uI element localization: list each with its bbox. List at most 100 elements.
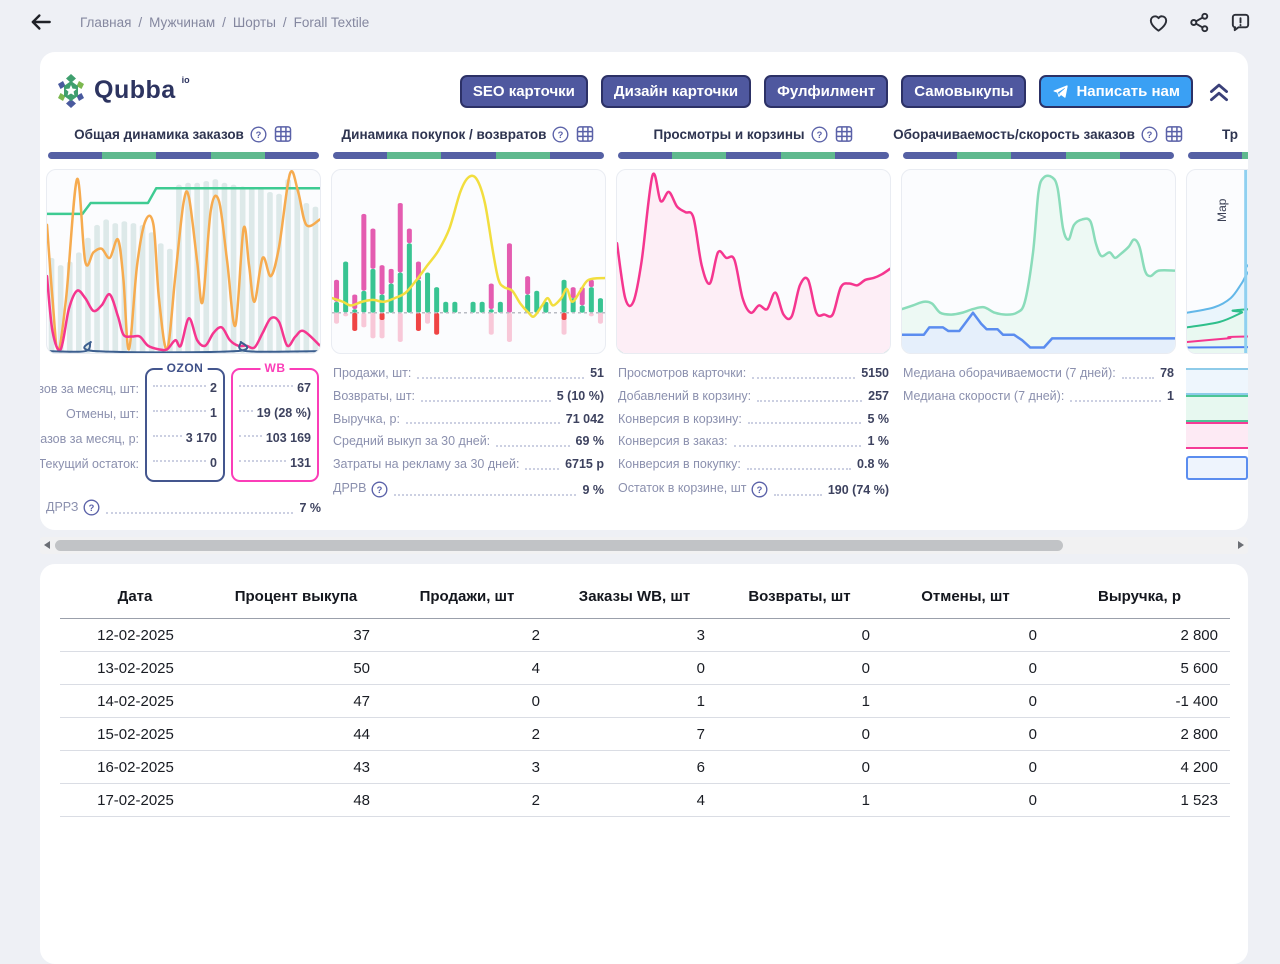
stat-value: 3 170 xyxy=(186,431,217,445)
svg-text:?: ? xyxy=(816,129,822,139)
scroll-right-arrow-icon[interactable] xyxy=(1238,541,1244,549)
column-header-buyout-percent: Процент выкупа xyxy=(210,578,382,619)
telegram-icon xyxy=(1052,83,1069,100)
table-view-icon[interactable] xyxy=(273,124,293,144)
stat-label: Средний выкуп за 30 дней: xyxy=(333,435,490,449)
panel-title: Динамика покупок / возвратов xyxy=(342,127,547,142)
breadcrumb-subcategory[interactable]: Шорты xyxy=(233,15,276,30)
stat-value: 1 % xyxy=(867,435,889,449)
wb-label: WB xyxy=(261,361,290,375)
panel-stripe xyxy=(48,152,319,159)
panel-title: Тр xyxy=(1222,127,1238,142)
stat-label: Просмотров карточки: xyxy=(618,367,746,381)
panel-orders: Общая динамика заказов ? Заказов за меся… xyxy=(46,122,321,520)
stat-value: 1 xyxy=(1167,390,1174,404)
stat-label: Конверсия в покупку: xyxy=(618,458,741,472)
svg-text:?: ? xyxy=(89,503,95,513)
stat-label: Заказов за месяц, р: xyxy=(48,426,139,451)
stat-value: 71 042 xyxy=(566,413,604,427)
ozon-label: OZON xyxy=(163,361,208,375)
help-icon[interactable]: ? xyxy=(83,499,100,516)
legend-band xyxy=(1186,368,1248,395)
stat-label: Конверсия в корзину: xyxy=(618,413,742,427)
stat-label: Конверсия в заказ: xyxy=(618,435,728,449)
stat-value: 6715 р xyxy=(565,458,604,472)
seo-cards-button[interactable]: SEO карточки xyxy=(460,75,588,108)
stat-label: Затраты на рекламу за 30 дней: xyxy=(333,458,519,472)
svg-text:?: ? xyxy=(1147,129,1153,139)
stat-value: 51 xyxy=(590,367,604,381)
collapse-chevrons-icon[interactable] xyxy=(1206,78,1232,104)
panel-turnover: Оборачиваемость/скорость заказов ? Медиа… xyxy=(901,122,1176,520)
stat-value: 67 xyxy=(297,381,311,395)
table-row: 13-02-20255040005 600 xyxy=(60,652,1230,685)
back-icon[interactable] xyxy=(28,9,54,35)
month-axis-label: Мар xyxy=(1215,199,1229,222)
self-buyouts-button[interactable]: Самовыкупы xyxy=(901,75,1026,108)
column-header-wb-orders: Заказы WB, шт xyxy=(552,578,717,619)
table-row: 16-02-20254336004 200 xyxy=(60,751,1230,784)
favorite-heart-icon[interactable] xyxy=(1147,11,1170,34)
panel-stripe xyxy=(1188,152,1248,159)
stat-label: Медиана скорости (7 дней): xyxy=(903,390,1064,404)
help-icon[interactable]: ? xyxy=(552,126,569,143)
stat-label: Заказов за месяц, шт: xyxy=(48,376,139,401)
panel-title: Просмотры и корзины xyxy=(653,127,804,142)
orders-chart xyxy=(46,169,321,354)
logo-sup: io xyxy=(182,75,190,85)
panel-traffic: Тр Мар xyxy=(1186,122,1248,520)
stat-value: 5150 xyxy=(861,367,889,381)
table-row: 17-02-20254824101 523 xyxy=(60,784,1230,817)
stat-label: Добавлений в корзину: xyxy=(618,390,751,404)
breadcrumb-category[interactable]: Мужчинам xyxy=(149,15,215,30)
logo-text: Qubba xyxy=(94,73,176,107)
horizontal-scrollbar[interactable] xyxy=(40,537,1248,554)
help-icon[interactable]: ? xyxy=(1141,126,1158,143)
stat-value: 2 xyxy=(210,381,217,395)
stat-label: Выручка, р: xyxy=(333,413,400,427)
table-header-row: Дата Процент выкупа Продажи, шт Заказы W… xyxy=(60,578,1230,619)
stat-value: 0.8 % xyxy=(857,458,889,472)
stat-value: 78 xyxy=(1160,367,1174,381)
table-view-icon[interactable] xyxy=(1164,124,1184,144)
svg-text:?: ? xyxy=(558,129,564,139)
table-row: 15-02-20254427002 800 xyxy=(60,718,1230,751)
views-chart xyxy=(616,169,891,354)
fulfillment-button[interactable]: Фулфилмент xyxy=(764,75,888,108)
table-view-icon[interactable] xyxy=(834,124,854,144)
turnover-chart xyxy=(901,169,1176,354)
panel-stripe xyxy=(333,152,604,159)
stat-value: 131 xyxy=(290,456,311,470)
help-icon[interactable]: ? xyxy=(371,481,388,498)
help-icon[interactable]: ? xyxy=(811,126,828,143)
stat-value: 5 (10 %) xyxy=(557,390,604,404)
stat-label: Текущий остаток: xyxy=(48,451,139,476)
topbar: Главная / Мужчинам / Шорты / Forall Text… xyxy=(0,0,1280,40)
drrz-label: ДРРЗ ? xyxy=(46,499,100,516)
wb-stats-box: WB 67 19 (28 %) 103 169 131 xyxy=(231,368,319,482)
write-us-button[interactable]: Написать нам xyxy=(1039,75,1193,108)
column-header-date: Дата xyxy=(60,578,210,619)
column-header-revenue: Выручка, р xyxy=(1049,578,1230,619)
help-icon[interactable]: ? xyxy=(250,126,267,143)
traffic-legend-bands xyxy=(1186,368,1248,480)
scroll-left-arrow-icon[interactable] xyxy=(44,541,50,549)
stat-label: Продажи, шт: xyxy=(333,367,411,381)
table-view-icon[interactable] xyxy=(575,124,595,144)
breadcrumb-home[interactable]: Главная xyxy=(80,15,131,30)
help-icon[interactable]: ? xyxy=(751,481,768,498)
feedback-icon[interactable] xyxy=(1229,11,1252,34)
scrollbar-thumb[interactable] xyxy=(55,540,1063,551)
cart-leftover-label: Остаток в корзине, шт ? xyxy=(618,481,768,498)
stat-value: 257 xyxy=(868,390,889,404)
panel-title: Общая динамика заказов xyxy=(74,127,244,142)
breadcrumb: Главная / Мужчинам / Шорты / Forall Text… xyxy=(80,15,369,30)
share-icon[interactable] xyxy=(1188,11,1211,34)
daily-stats-table: Дата Процент выкупа Продажи, шт Заказы W… xyxy=(60,578,1230,817)
panel-views: Просмотры и корзины ? Просмотров карточк… xyxy=(616,122,891,520)
svg-text:?: ? xyxy=(256,129,262,139)
stat-label: Медиана оборачиваемости (7 дней): xyxy=(903,367,1116,381)
drrz-value: 7 % xyxy=(299,502,321,516)
stat-value: 1 xyxy=(210,406,217,420)
card-design-button[interactable]: Дизайн карточки xyxy=(601,75,751,108)
